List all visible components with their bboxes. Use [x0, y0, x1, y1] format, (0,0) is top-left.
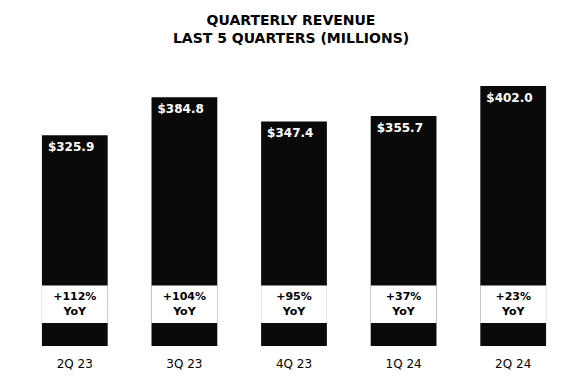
svg-text:YoY: YoY [282, 305, 307, 318]
svg-text:LAST 5 QUARTERS (MILLIONS): LAST 5 QUARTERS (MILLIONS) [173, 30, 409, 46]
svg-text:$325.9: $325.9 [48, 140, 94, 154]
svg-text:2Q 23: 2Q 23 [57, 357, 93, 371]
svg-text:+104%: +104% [163, 290, 206, 303]
svg-text:$384.8: $384.8 [158, 102, 204, 116]
svg-text:+23%: +23% [495, 290, 531, 303]
svg-text:+95%: +95% [276, 290, 312, 303]
svg-text:1Q 24: 1Q 24 [386, 357, 422, 371]
svg-text:YoY: YoY [63, 305, 88, 318]
svg-text:4Q 23: 4Q 23 [276, 357, 312, 371]
svg-text:YoY: YoY [501, 305, 526, 318]
svg-text:$347.4: $347.4 [267, 126, 313, 140]
svg-text:$402.0: $402.0 [486, 91, 532, 105]
svg-text:QUARTERLY REVENUE: QUARTERLY REVENUE [207, 12, 376, 28]
svg-text:2Q 24: 2Q 24 [495, 357, 531, 371]
svg-text:3Q 23: 3Q 23 [166, 357, 202, 371]
svg-text:+112%: +112% [53, 290, 96, 303]
svg-text:YoY: YoY [391, 305, 416, 318]
svg-text:+37%: +37% [386, 290, 422, 303]
svg-text:YoY: YoY [172, 305, 197, 318]
svg-text:$355.7: $355.7 [377, 121, 423, 135]
